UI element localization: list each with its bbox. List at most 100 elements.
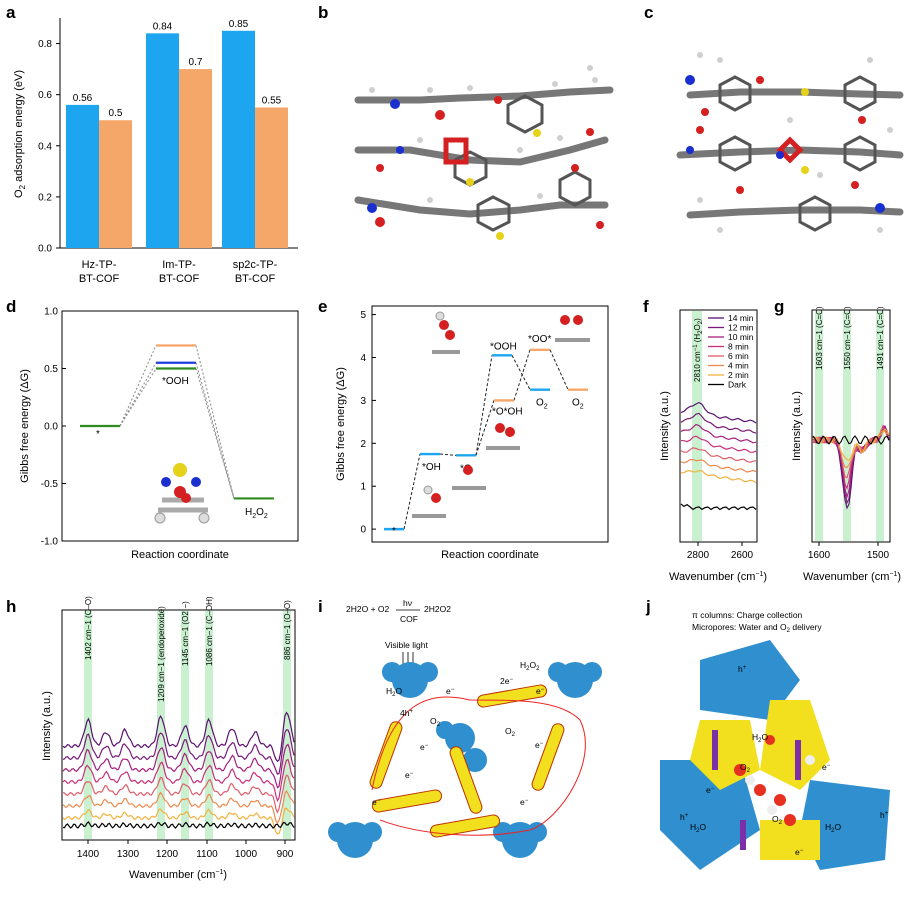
label-d-start: * <box>96 429 100 440</box>
tick-label-h-x: 1100 <box>196 849 218 860</box>
bar <box>146 33 179 249</box>
panel-label-d: d <box>6 297 16 316</box>
category-label-a: BT-COF <box>79 273 120 285</box>
axis-frame-f <box>679 309 758 543</box>
band-label-h-5: 886 cm−1 (O–O) <box>283 600 292 660</box>
panel-c: c <box>644 3 904 233</box>
axis-frame-e <box>371 305 609 543</box>
label-j-e-c: e− <box>795 847 804 857</box>
label-e-oh: *OH <box>422 462 441 473</box>
svg-text:e−: e− <box>536 686 545 696</box>
label-j-hplus-b: h+ <box>680 812 689 822</box>
tick-label-a-y: 0.4 <box>38 141 52 152</box>
panel-h: h 1402 cm−1 (C–O) 1209 cm−1 (endoperoxid… <box>6 596 296 881</box>
spectrum-f <box>680 401 757 424</box>
axis-label-d-y: Gibbs free energy (ΔG) <box>19 369 31 483</box>
panel-label-b: b <box>318 3 328 22</box>
panel-j: j π columns: Charge collection Micropore… <box>645 597 890 870</box>
spectrum-f <box>680 469 757 484</box>
axis-label-g-y: Intensity (a.u.) <box>791 391 803 461</box>
tick-label-a-y: 0.0 <box>38 244 52 255</box>
equation-under: COF <box>400 614 418 624</box>
tick-label-f-x: 2800 <box>687 550 710 561</box>
svg-text:e−: e− <box>405 770 414 780</box>
connector-d <box>119 362 157 427</box>
tick-label-a-y: 0.6 <box>38 90 52 101</box>
svg-text:e−: e− <box>535 740 544 750</box>
legend-label-f: 4 min <box>728 361 749 371</box>
tick-label-d-y: -0.5 <box>41 479 59 490</box>
panel-j-line2: Micropores: Water and O2 delivery <box>692 622 822 634</box>
band-label-g-2: 1550 cm−1 (C=C) <box>843 306 852 370</box>
label-j-o2-b: O2 <box>772 814 783 826</box>
legend-label-f: Dark <box>728 380 747 390</box>
tick-label-f-x: 2600 <box>731 550 754 561</box>
svg-text:e−: e− <box>446 686 455 696</box>
adsorbate-illustration-d <box>154 463 210 524</box>
panel-label-j: j <box>645 597 651 616</box>
label-e-o2: O2 <box>536 398 548 411</box>
spectrum-f <box>680 459 757 473</box>
label-e-star: * <box>392 526 396 537</box>
label-j-e: e− <box>822 762 831 772</box>
bar <box>179 69 212 248</box>
panel-label-c: c <box>644 3 653 22</box>
spectrum-h <box>62 821 295 829</box>
connector-d <box>119 368 157 427</box>
axis-label-h-x: Wavenumber (cm−1) <box>129 869 227 881</box>
label-i-o2b: O2 <box>505 726 516 738</box>
connector-d <box>195 362 235 499</box>
connector-d <box>195 368 235 499</box>
category-label-a: BT-COF <box>159 273 200 285</box>
tick-label-a-y: 0.8 <box>38 39 52 50</box>
legend-label-f: 6 min <box>728 351 749 361</box>
axis-label-h-y: Intensity (a.u.) <box>41 691 53 761</box>
tick-label-d-y: 0.5 <box>44 364 58 375</box>
bar-value-label: 0.85 <box>229 19 249 30</box>
panel-label-e: e <box>318 297 327 316</box>
label-d-h2o2: H2O2 <box>245 507 268 520</box>
spectrum-g <box>812 428 890 461</box>
label-j-o2: O2 <box>740 762 751 774</box>
label-j-hplus-c: h+ <box>880 810 889 820</box>
spectrum-f-dark <box>680 503 757 511</box>
bar-value-label: 0.55 <box>262 95 282 106</box>
label-e-ooh: *OOH <box>490 341 517 352</box>
bar-value-label: 0.84 <box>153 21 173 32</box>
band-label-h-3: 1145 cm−1 (O2·−) <box>181 601 190 666</box>
tick-label-h-x: 1200 <box>156 849 179 860</box>
connector-e <box>549 349 569 390</box>
axis-label-f-x: Wavenumber (cm−1) <box>669 571 767 583</box>
spectrum-h <box>62 711 295 763</box>
legend-label-f: 8 min <box>728 342 749 352</box>
tick-label-e-y: 0 <box>360 525 366 536</box>
label-i-h2o: H2O <box>386 686 402 698</box>
band-label-g-1: 1603 cm−1 (C=C) <box>815 306 824 370</box>
category-label-a: Im-TP- <box>162 259 196 271</box>
label-j-h2o-c: H2O <box>690 822 706 834</box>
axis-frame-g <box>811 309 891 543</box>
cof-stack-top-view <box>676 52 904 233</box>
spectrum-f <box>680 447 757 463</box>
tick-label-h-x: 1400 <box>77 849 100 860</box>
bar <box>66 104 99 248</box>
cof-framework-schematic <box>328 662 602 858</box>
label-i-o2: O2 <box>430 716 441 728</box>
cof-stack-side-view <box>354 65 614 240</box>
connector-e <box>513 349 531 401</box>
bar <box>99 120 132 248</box>
panel-e: e 0 1 2 3 4 5 Gibbs free energy (ΔG) Reaction… <box>318 297 609 561</box>
equation-over: hν <box>403 598 412 608</box>
bar <box>255 107 288 248</box>
category-label-a: Hz-TP- <box>82 259 117 271</box>
category-label-a: BT-COF <box>235 273 276 285</box>
panel-label-h: h <box>6 597 16 616</box>
tick-label-a-y: 0.2 <box>38 192 52 203</box>
panel-label-a: a <box>6 3 16 22</box>
band-label-f: 2810 cm−1 (H2O2) <box>693 318 704 382</box>
svg-text:e−: e− <box>520 797 529 807</box>
panel-b: b <box>318 3 614 240</box>
label-i-electrons: e− e− e− e− e− e− e− <box>372 686 545 807</box>
panel-g: g 1603 cm−1 (C=C) 1550 cm−1 (C=C) 1491 c… <box>774 297 901 583</box>
legend-label-f: 12 min <box>728 323 754 333</box>
